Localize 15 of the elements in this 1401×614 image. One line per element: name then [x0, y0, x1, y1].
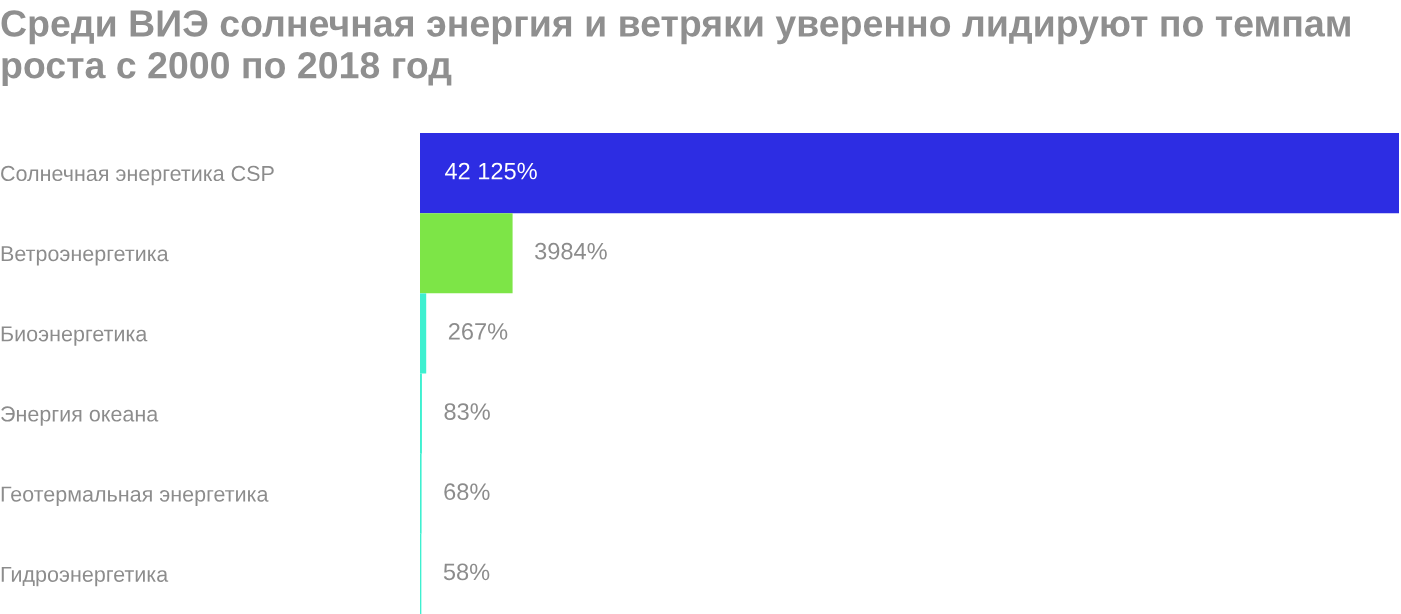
data-label: 42 125%: [445, 162, 537, 180]
y-tick-label: Солнечная энергетика CSP: [1, 165, 274, 186]
data-label: 3984%: [535, 242, 607, 260]
y-tick-label: Биоэнергетика: [1, 326, 148, 346]
chart-title: Среди ВИЭ солнечная энергия и ветряки уверенно лидируют по темпам роста с 2000 по 2018 год: [1, 10, 1350, 86]
bar: [420, 133, 1399, 214]
data-label: 83%: [444, 403, 490, 420]
y-tick-label: Ветроэнергетика: [1, 246, 169, 266]
data-label: 267%: [448, 323, 508, 340]
data-label: 68%: [444, 483, 490, 501]
bar: [420, 213, 513, 294]
y-tick-label: Гидроэнергетика: [1, 566, 169, 587]
y-tick-label: Энергия океана: [1, 406, 159, 426]
y-tick-label: Геотермальная энергетика: [1, 486, 269, 507]
data-label: 58%: [443, 563, 490, 581]
